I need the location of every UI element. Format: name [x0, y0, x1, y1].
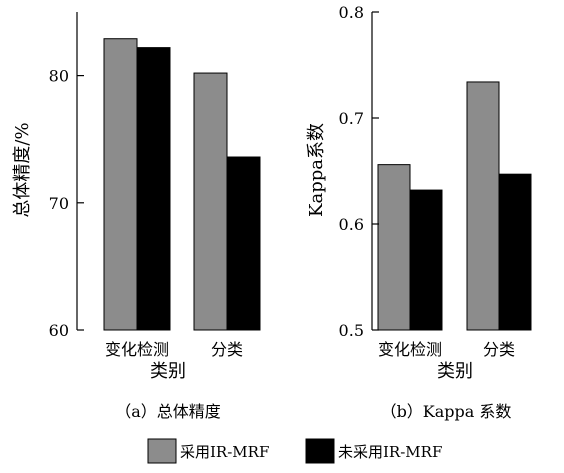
y-tick-label: 0.7: [339, 109, 364, 128]
y-tick-label: 80: [49, 67, 69, 86]
bar-with-ir-mrf-change-detection: [103, 38, 138, 331]
y-tick-label: 70: [49, 194, 69, 213]
category-label: 变化检测: [378, 340, 442, 359]
chart-overall-accuracy: 变化检测 分类 60 70 80 总体精度/% 类别: [12, 12, 261, 382]
bar-without-ir-mrf-change-detection: [409, 189, 443, 331]
category-label: 分类: [483, 340, 515, 359]
bar-without-ir-mrf-change-detection: [136, 47, 171, 331]
caption-overall-accuracy: （a）总体精度: [115, 402, 221, 421]
y-axis-label: Kappa系数: [306, 123, 327, 217]
bar-with-ir-mrf-classification: [193, 72, 228, 331]
y-tick-label: 60: [49, 321, 69, 340]
x-axis-label: 类别: [150, 361, 186, 382]
legend-swatch-without-ir-mrf: [305, 438, 335, 464]
legend-label-with-ir-mrf: 采用IR-MRF: [180, 443, 269, 461]
y-axis-label: 总体精度/%: [12, 122, 33, 217]
category-label: 分类: [211, 340, 243, 359]
bar-with-ir-mrf-classification: [466, 81, 500, 331]
y-tick-label: 0.6: [339, 215, 364, 234]
x-axis-label: 类别: [437, 361, 473, 382]
legend: 采用IR-MRF 未采用IR-MRF: [147, 438, 442, 464]
y-tick-label: 0.5: [339, 321, 364, 340]
legend-swatch-with-ir-mrf: [147, 438, 177, 464]
bar-with-ir-mrf-change-detection: [377, 164, 411, 331]
bar-without-ir-mrf-classification: [226, 156, 261, 331]
category-label: 变化检测: [105, 340, 169, 359]
y-tick-label: 0.8: [339, 3, 364, 22]
bar-without-ir-mrf-classification: [498, 173, 532, 331]
legend-label-without-ir-mrf: 未采用IR-MRF: [338, 443, 442, 461]
caption-kappa: （b）Kappa 系数: [381, 402, 512, 421]
